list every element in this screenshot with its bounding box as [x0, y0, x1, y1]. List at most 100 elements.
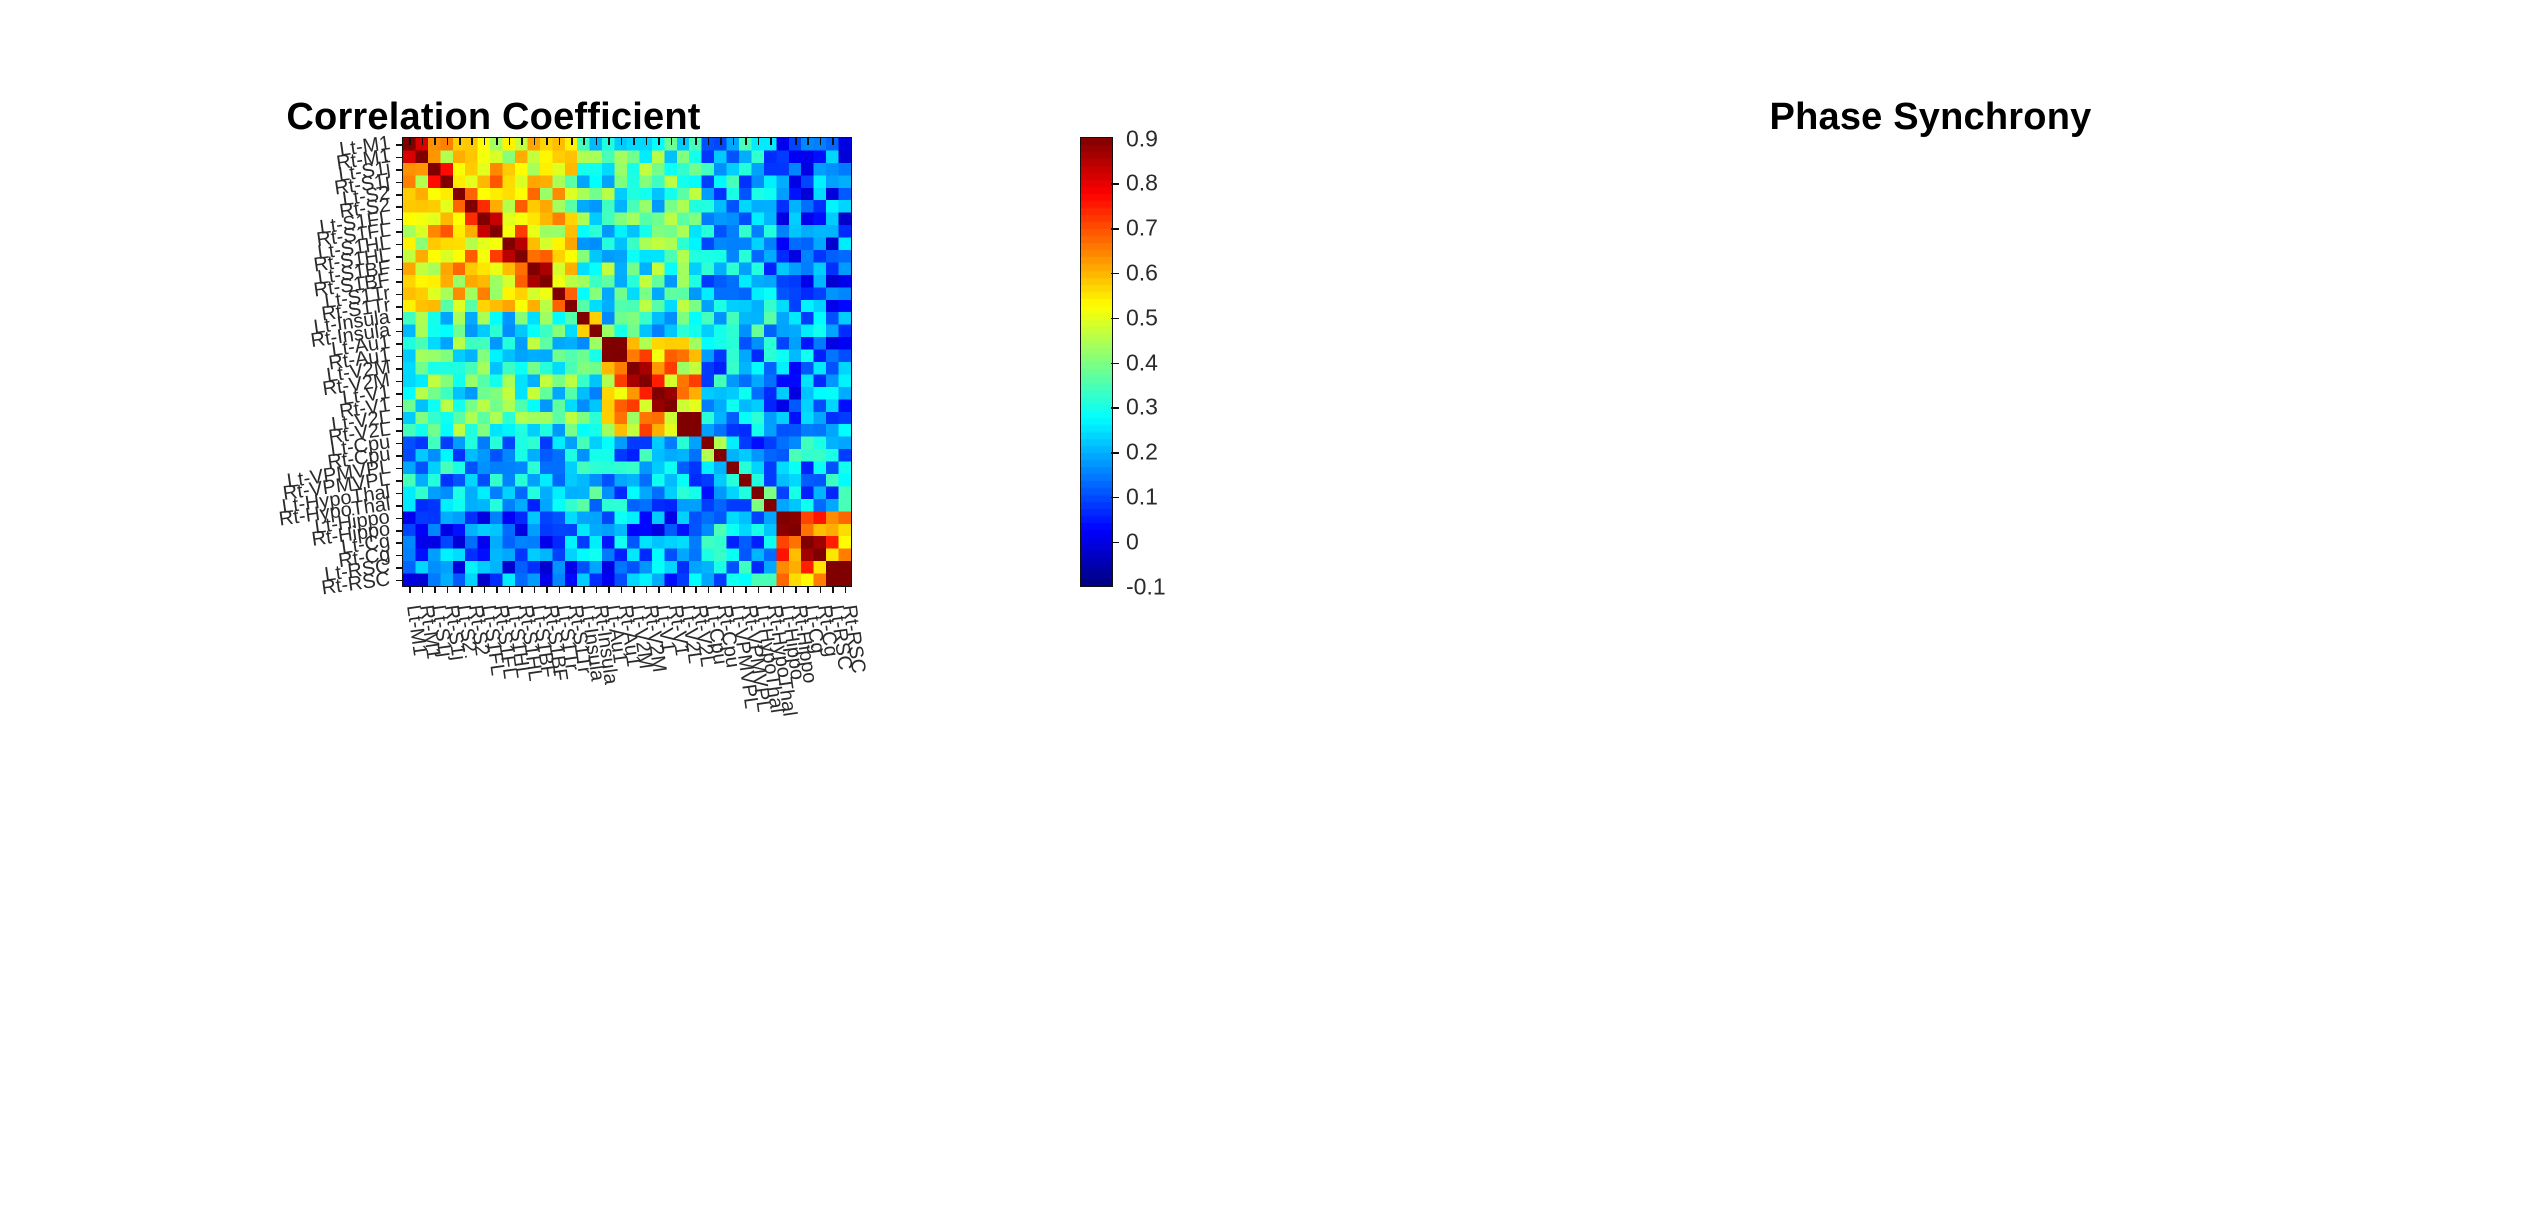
x-tick [496, 138, 498, 145]
y-tick [396, 380, 403, 383]
x-tick [683, 586, 685, 593]
x-tick [558, 586, 561, 593]
y-tick [396, 268, 403, 271]
x-tick [707, 586, 710, 593]
x-tick [807, 138, 809, 145]
x-tick [521, 138, 523, 145]
x-tick [508, 586, 511, 593]
y-tick [396, 418, 403, 420]
panel-title: Phase Synchrony [1769, 96, 2092, 138]
x-tick [782, 138, 785, 145]
y-tick [396, 169, 403, 171]
y-tick [396, 405, 403, 408]
x-tick [757, 138, 760, 145]
x-tick [844, 586, 847, 593]
colorbar-tick-label: -0.1 [1126, 573, 1166, 599]
colorbar-tick-label: 0.9 [1126, 125, 1158, 151]
panel-correlation-coefficient: Correlation Coefficient Lt-M1 Rt-M1 Lt-S1j… [277, 96, 1166, 718]
colorbar-tick [1111, 407, 1119, 409]
x-tick [471, 586, 473, 593]
colorbar-tick [1111, 496, 1119, 499]
x-tick [645, 138, 648, 145]
y-tick [396, 281, 403, 283]
colorbar-tick [1111, 452, 1119, 454]
colorbar-tick [1111, 362, 1119, 364]
x-tick [459, 586, 461, 593]
x-tick [819, 586, 822, 593]
colorbar-gradient [1080, 137, 1113, 587]
colorbar-tick [1111, 272, 1119, 275]
colorbar-tick [1111, 183, 1119, 185]
x-tick [521, 586, 523, 593]
y-tick [396, 517, 403, 520]
y-tick [396, 256, 403, 258]
y-tick [396, 231, 403, 233]
x-tick [770, 138, 772, 145]
x-tick [595, 138, 598, 145]
x-tick [782, 586, 785, 593]
x-tick [496, 586, 498, 593]
x-tick [707, 138, 710, 145]
x-tick [421, 586, 424, 593]
x-tick [732, 586, 735, 593]
colorbar-tick-label: 0.7 [1126, 214, 1158, 241]
x-tick [745, 586, 747, 593]
x-tick [832, 138, 834, 145]
x-tick [571, 586, 573, 593]
x-tick [819, 138, 822, 145]
x-tick [608, 138, 610, 145]
y-tick [396, 318, 403, 320]
x-tick [446, 586, 449, 593]
y-tick [396, 194, 403, 196]
x-tick [695, 586, 697, 593]
x-tick [720, 586, 722, 593]
y-tick [396, 218, 403, 221]
x-tick [533, 138, 536, 145]
x-tick [533, 586, 536, 593]
y-tick [396, 505, 403, 507]
x-tick [795, 586, 797, 593]
colorbar-tick-label: 0.1 [1126, 483, 1158, 510]
y-tick [396, 467, 403, 470]
x-tick [583, 586, 585, 593]
colorbar-tick-label: 0.8 [1126, 169, 1158, 196]
x-tick [844, 138, 847, 145]
y-tick [396, 579, 403, 582]
colorbar-tick-label: 0.4 [1126, 349, 1158, 375]
x-tick [471, 138, 473, 145]
colorbar-tick [1111, 541, 1119, 544]
x-tick [633, 138, 635, 145]
x-tick [745, 138, 747, 145]
heatmap-correlation-coefficient: Lt-M1 Rt-M1 Lt-S1j Rt-S1j Lt-S2 Rt-S2 Lt-S1FL R… [277, 132, 869, 717]
x-tick [483, 586, 486, 593]
y-tick [396, 330, 403, 333]
y-tick [396, 355, 403, 358]
y-tick [396, 306, 403, 308]
x-tick [695, 138, 697, 145]
x-tick [546, 586, 548, 593]
colorbar-tick-label: 0.5 [1126, 304, 1158, 331]
heatmap-grid [396, 137, 852, 593]
x-tick [670, 586, 673, 593]
heatmap-cells [403, 138, 851, 586]
x-tick [434, 586, 436, 593]
x-tick [483, 138, 486, 145]
x-tick [409, 586, 411, 593]
y-tick [396, 455, 403, 457]
x-tick [757, 586, 760, 593]
y-tick [396, 393, 403, 395]
y-tick [396, 206, 403, 208]
colorbar-tick [1111, 228, 1119, 230]
y-tick [396, 480, 403, 482]
x-tick [409, 138, 411, 145]
y-tick [396, 542, 403, 544]
x-tick [620, 138, 623, 145]
y-tick [396, 368, 403, 370]
x-tick [658, 138, 660, 145]
y-tick [396, 492, 403, 495]
x-tick [583, 138, 585, 145]
y-tick [396, 243, 403, 246]
colorbar-ramp [1081, 138, 1112, 586]
y-tick [396, 554, 403, 557]
